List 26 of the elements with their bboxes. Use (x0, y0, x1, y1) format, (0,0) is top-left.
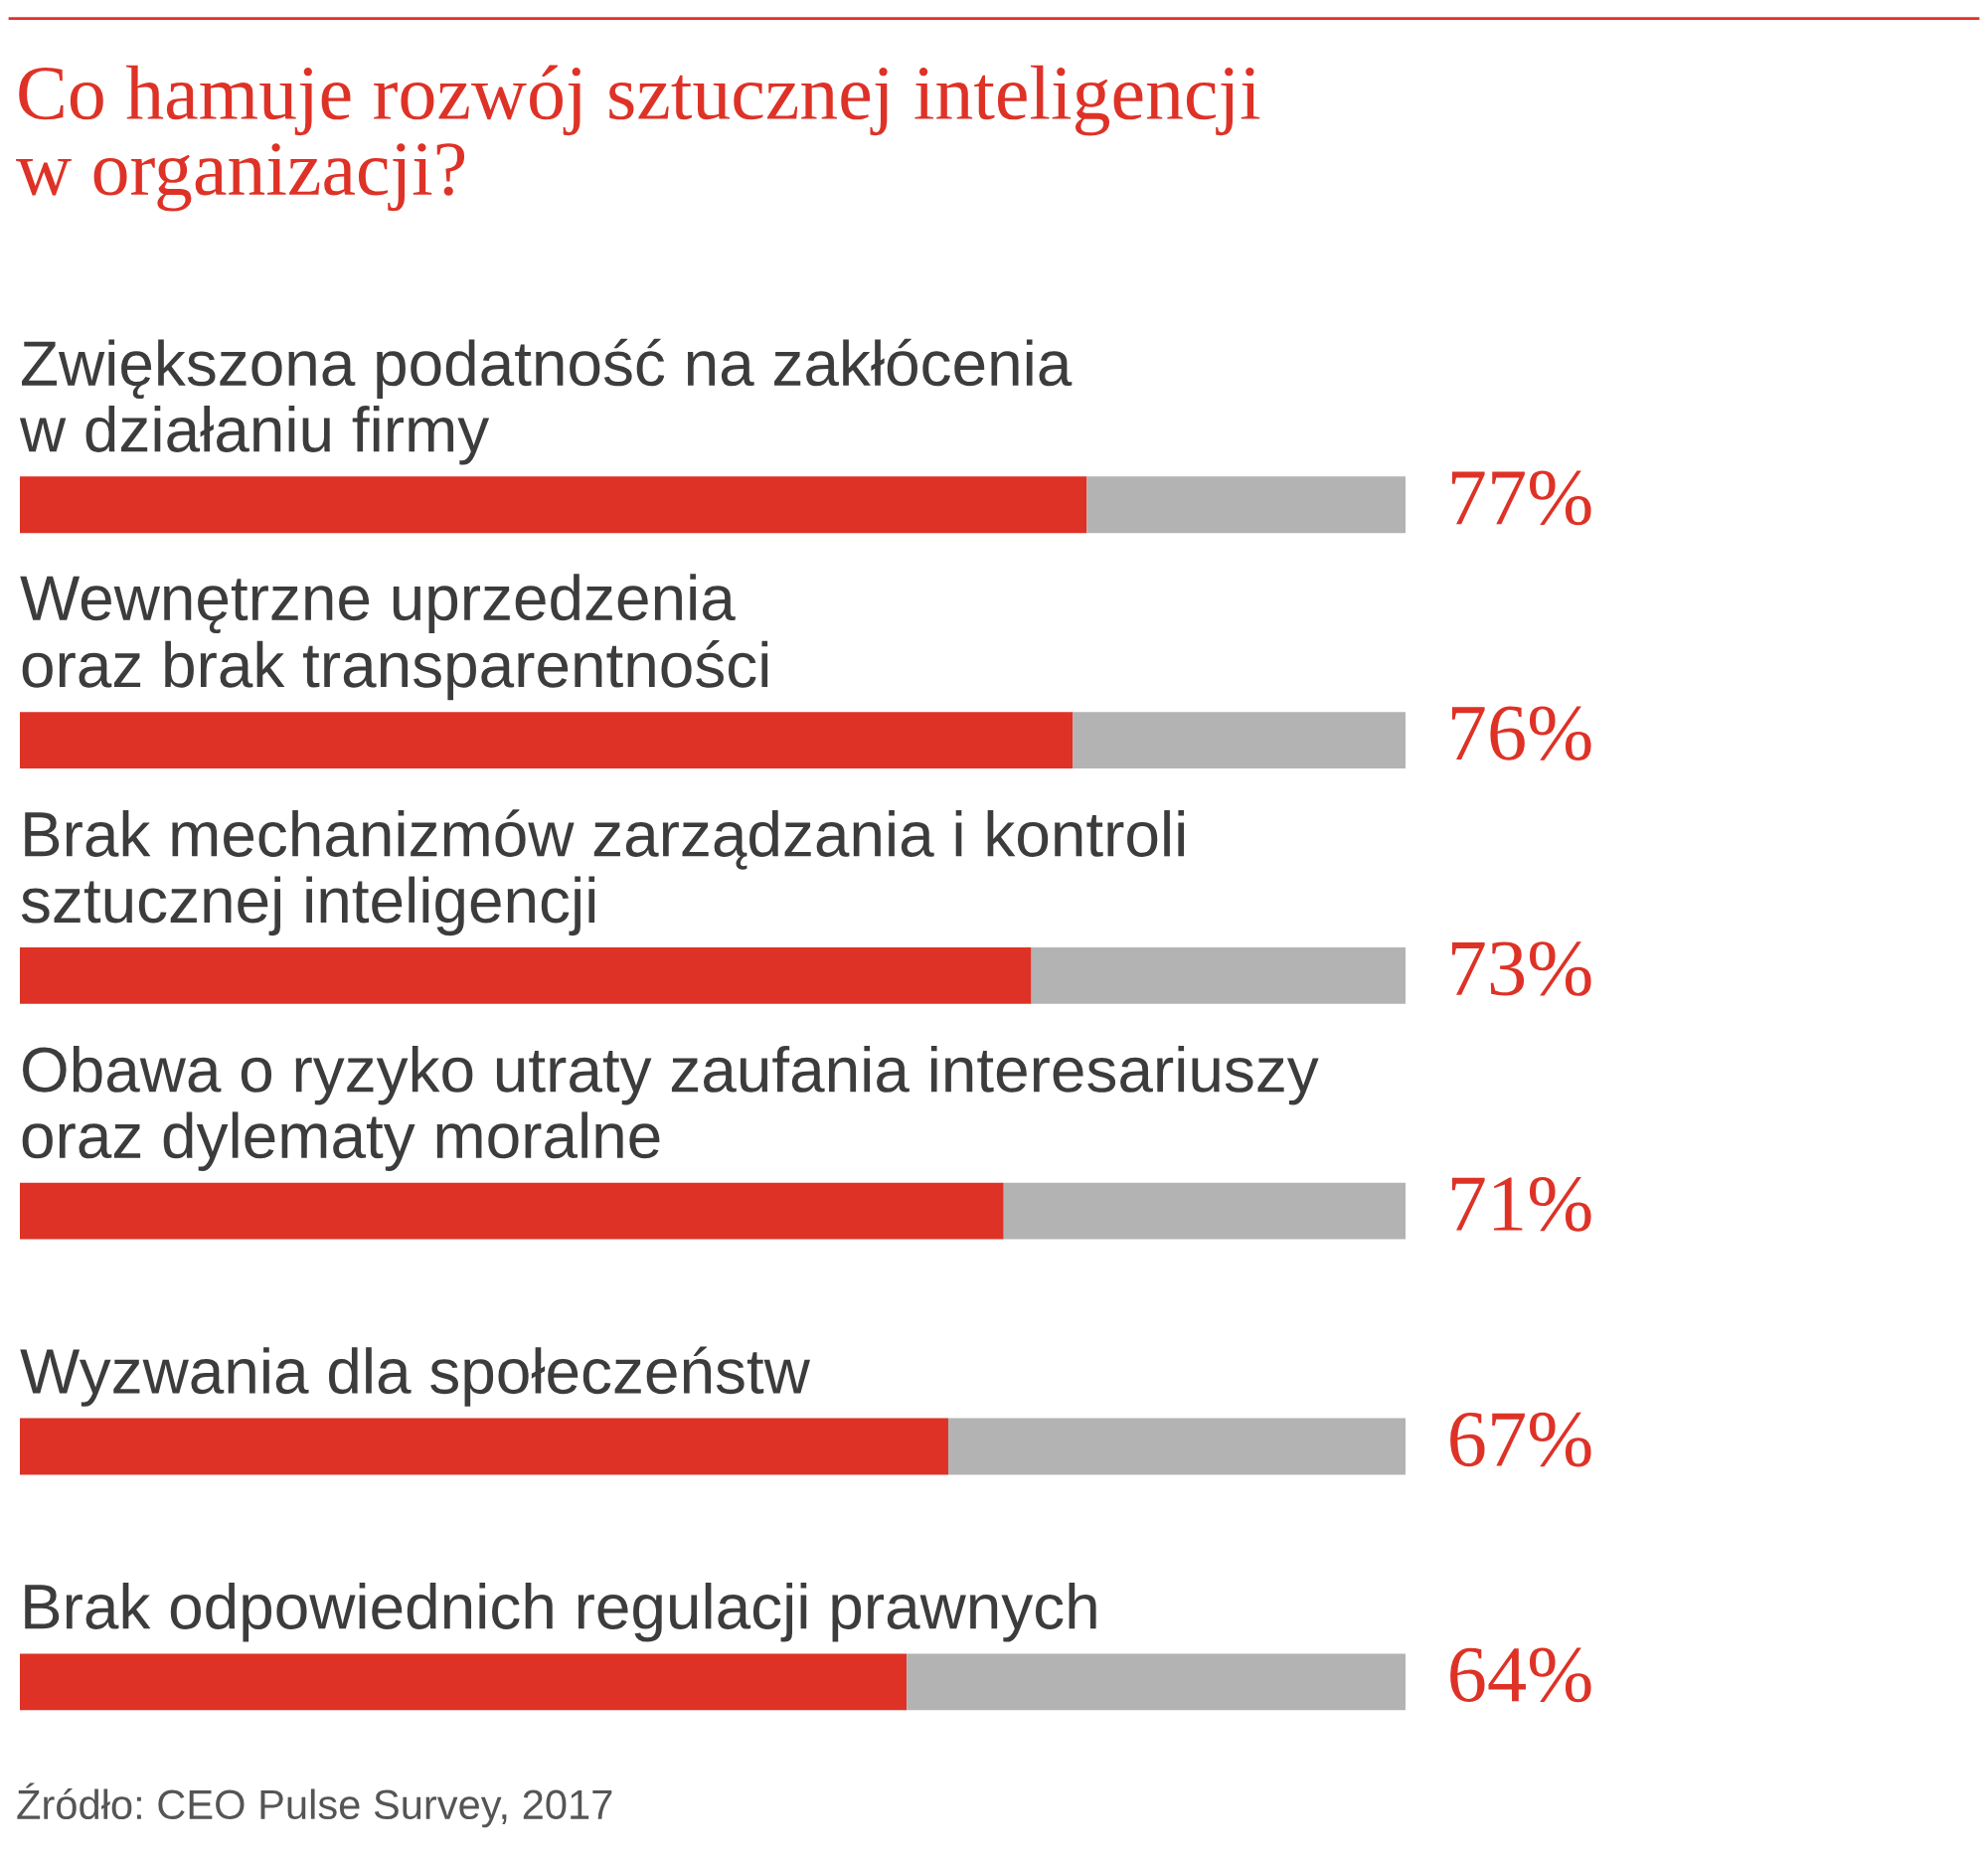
bar (20, 476, 1087, 534)
y-tick-label: Zwiększona podatność na zakłócenia w działaniu firmy (19, 338, 1073, 465)
bar (20, 946, 1032, 1004)
bar (907, 1653, 1406, 1711)
data-label: 77% (1451, 470, 1591, 526)
y-tick-label: Brak odpowiednich regulacji prawnych (25, 1583, 1096, 1642)
bar (1073, 712, 1406, 768)
text: Źródło: CEO Pulse Survey, 2017 (17, 1782, 612, 1828)
y-tick-label: Wyzwania dla społeczeństw (20, 1346, 810, 1407)
bar (20, 1182, 1004, 1240)
bar (1086, 476, 1406, 534)
y-tick-label: Obawa o ryzyko utraty zaufania interesariuszy oraz dylematy moralne (22, 1045, 1319, 1171)
chart-title: Co hamuje rozwój sztucznej inteligencji w organizacji? (16, 65, 1260, 212)
bar (20, 1418, 948, 1475)
data-label: 76% (1451, 706, 1591, 761)
bar (1031, 946, 1406, 1004)
y-tick-label: Brak mechanizmów zarządzania i kontroli sztucznej inteligencji (21, 809, 1185, 936)
data-label: 67% (1450, 1412, 1591, 1467)
data-label: 64% (1450, 1647, 1591, 1703)
data-label: 71% (1451, 1177, 1591, 1232)
bar (947, 1418, 1406, 1475)
y-tick-label: Wewnętrzne uprzedzenia oraz brak transparentności (20, 574, 768, 701)
bar (20, 712, 1074, 768)
bar (20, 1653, 908, 1711)
data-label: 73% (1451, 941, 1591, 996)
bar (1003, 1182, 1406, 1240)
